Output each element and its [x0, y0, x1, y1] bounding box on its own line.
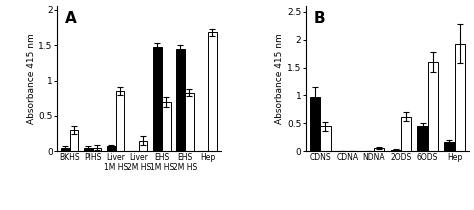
- Bar: [70, 130, 78, 151]
- Bar: [310, 97, 320, 151]
- Bar: [428, 62, 438, 151]
- Bar: [401, 117, 411, 151]
- Bar: [116, 91, 124, 151]
- Bar: [208, 33, 217, 151]
- Bar: [418, 126, 428, 151]
- Text: A: A: [65, 11, 77, 26]
- Bar: [84, 148, 92, 151]
- Bar: [444, 142, 455, 151]
- Bar: [176, 49, 185, 151]
- Bar: [374, 148, 384, 151]
- Y-axis label: Absorbance 415 nm: Absorbance 415 nm: [275, 33, 284, 124]
- Bar: [455, 44, 465, 151]
- Bar: [185, 93, 193, 151]
- Bar: [61, 148, 70, 151]
- Text: B: B: [314, 11, 326, 26]
- Bar: [153, 47, 162, 151]
- Bar: [107, 146, 116, 151]
- Bar: [162, 102, 171, 151]
- Bar: [391, 150, 401, 151]
- Bar: [92, 148, 101, 151]
- Bar: [320, 126, 330, 151]
- Bar: [139, 141, 147, 151]
- Y-axis label: Absorbance 415 nm: Absorbance 415 nm: [27, 33, 36, 124]
